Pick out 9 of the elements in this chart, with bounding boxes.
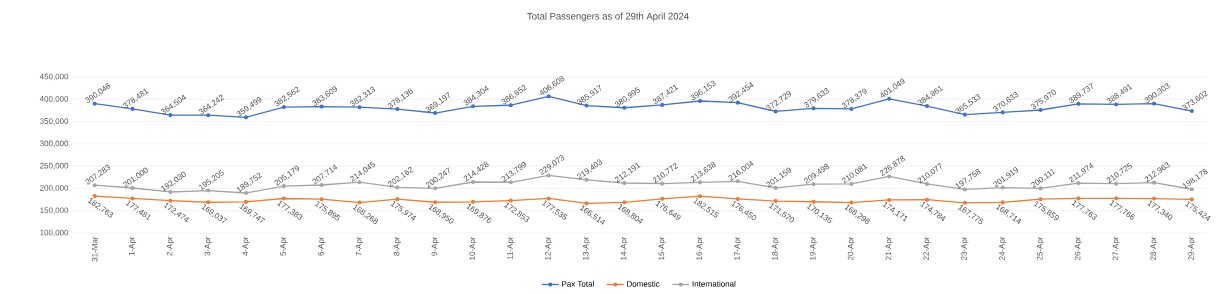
- point: [887, 197, 892, 202]
- point: [660, 196, 665, 201]
- point: [962, 200, 967, 205]
- point: [243, 199, 249, 204]
- point: [470, 199, 476, 204]
- point: [168, 198, 173, 203]
- point: [735, 196, 740, 201]
- chart-title: Total Passengers as of 29th April 2024: [527, 12, 689, 22]
- point: [924, 197, 930, 202]
